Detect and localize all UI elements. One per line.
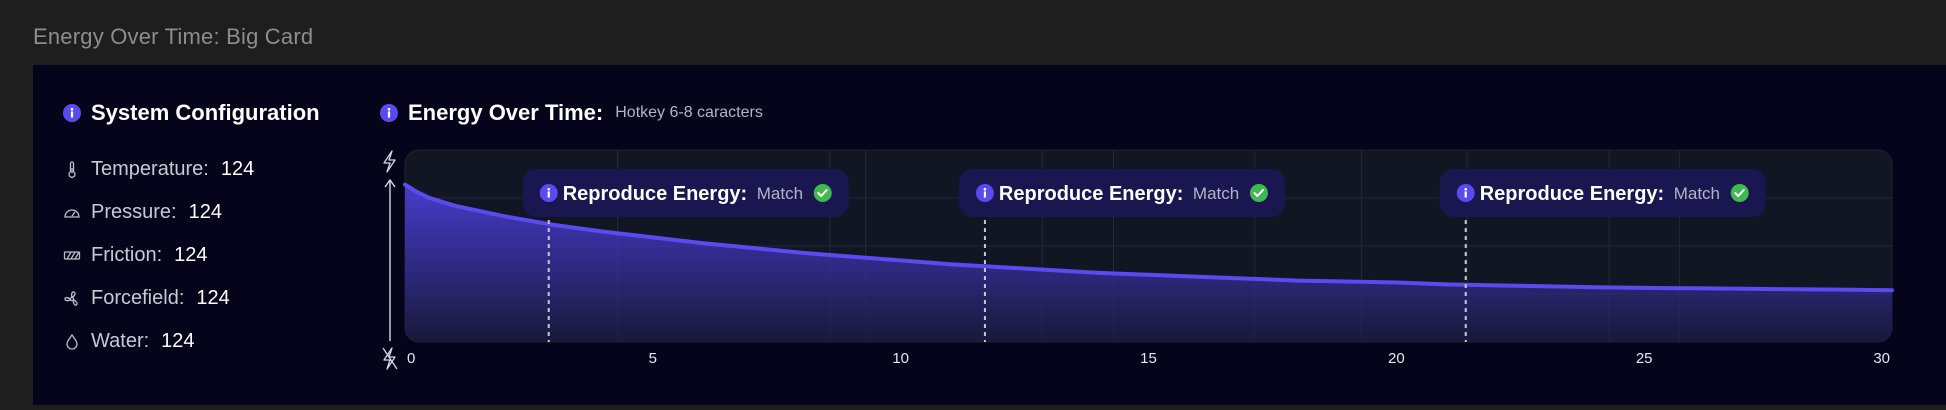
x-axis-ticks: 0 5 10 15 20 25 30 (407, 350, 1890, 367)
info-icon[interactable] (63, 104, 81, 122)
annotation-label: Reproduce Energy: (563, 183, 747, 205)
x-tick-label: 25 (1636, 350, 1653, 367)
bolt-off-icon (382, 347, 398, 370)
annotation-badge (522, 169, 849, 217)
chart-title: Energy Over Time: (408, 100, 604, 125)
friction-icon (63, 250, 81, 260)
temperature-value: 124 (220, 158, 255, 180)
config-row-friction: Friction: 124 (63, 234, 254, 277)
chart-subtitle: Hotkey 6-8 caracters (615, 104, 763, 121)
x-tick-label: 0 (407, 350, 415, 367)
reproduce-energy-annotation[interactable]: Reproduce Energy: Match (522, 169, 849, 342)
info-icon (539, 184, 558, 202)
annotation-status: Match (1193, 184, 1239, 203)
info-icon[interactable] (380, 104, 398, 122)
temperature-label: Temperature: (91, 158, 209, 180)
forcefield-label: Forcefield: (91, 287, 185, 309)
x-tick-label: 15 (1140, 350, 1157, 367)
energy-area (405, 184, 1892, 342)
energy-line (403, 182, 1894, 293)
config-row-forcefield: Forcefield: 124 (63, 277, 254, 320)
friction-label: Friction: (91, 244, 163, 266)
config-list: Temperature: 124 Pressure: 124 Friction:… (63, 148, 254, 363)
annotation-status: Match (1674, 184, 1720, 203)
reproduce-energy-annotation[interactable]: Reproduce Energy: Match (958, 169, 1285, 342)
info-icon (975, 184, 994, 202)
config-title: System Configuration (91, 100, 320, 125)
chart-header: Energy Over Time: Hotkey 6-8 caracters (380, 100, 763, 126)
annotation-badge (1439, 169, 1766, 217)
annotations: Reproduce Energy: Match Reproduce Energy: M… (522, 169, 1766, 342)
config-row-pressure: Pressure: 124 (63, 191, 254, 234)
thermometer-icon (68, 160, 76, 178)
config-row-water: Water: 124 (63, 320, 254, 363)
energy-card: System Configuration Temperature: 124 Pr… (33, 65, 1946, 405)
gauge-icon (64, 208, 80, 218)
page-title: Energy Over Time: Big Card (33, 24, 314, 49)
config-row-temperature: Temperature: 124 (63, 148, 254, 191)
water-drop-icon (66, 333, 78, 350)
pressure-value: 124 (188, 201, 222, 223)
water-value: 124 (161, 330, 195, 352)
annotation-status: Match (757, 184, 803, 203)
reproduce-energy-annotation[interactable]: Reproduce Energy: Match (1439, 169, 1766, 342)
x-tick-label: 30 (1873, 350, 1890, 367)
water-label: Water: (91, 330, 150, 352)
fan-icon (64, 290, 78, 306)
x-tick-label: 10 (892, 350, 909, 367)
bolt-icon (383, 150, 396, 173)
annotation-badge (958, 169, 1285, 217)
check-circle-icon (813, 184, 832, 202)
energy-chart: Reproduce Energy: Match Reproduce Energy: M… (382, 149, 1894, 370)
config-header: System Configuration (63, 100, 320, 126)
friction-value: 124 (174, 244, 208, 266)
forcefield-value: 124 (196, 287, 230, 309)
annotation-label: Reproduce Energy: (999, 183, 1183, 205)
annotation-label: Reproduce Energy: (1480, 183, 1664, 205)
x-tick-label: 20 (1388, 350, 1405, 367)
check-circle-icon (1249, 184, 1268, 202)
x-tick-label: 5 (649, 350, 657, 367)
info-icon (1456, 184, 1475, 202)
check-circle-icon (1730, 184, 1749, 202)
pressure-label: Pressure: (91, 201, 177, 223)
y-axis (382, 150, 398, 370)
